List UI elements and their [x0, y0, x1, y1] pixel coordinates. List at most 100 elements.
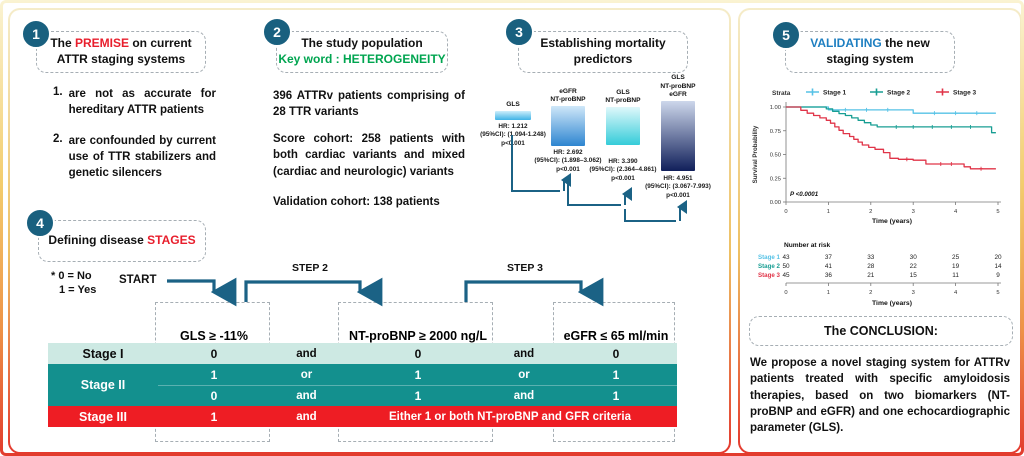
risk-value: 25 [952, 254, 960, 261]
risk-value: 30 [910, 254, 918, 261]
premise-item-1: 1. are not as accurate for hereditary AT… [53, 86, 216, 117]
y-tick-label: 1.00 [770, 105, 781, 111]
hr-value-label: HR: 4.951 (95%CI): (3.067-7.993) p<0.001 [645, 175, 711, 199]
hr-bar [661, 101, 695, 171]
p-value: P <0.0001 [790, 191, 819, 198]
step-4-number: 4 [36, 215, 44, 231]
legend-label: Stage 1 [823, 90, 847, 97]
hr-value-label: HR: 3.390 (95%CI): (2.364–4.861) p<0.001 [589, 158, 657, 182]
kaplan-meier-plot: Strata Stage 1 Stage 2 Stage 3 0.00 0.25 0.50 0… [752, 88, 1001, 225]
conjunction-cell: and [270, 406, 343, 427]
risk-x-tick-label: 3 [912, 290, 915, 296]
conjunction-cell: and [493, 343, 555, 364]
risk-value: 22 [910, 263, 918, 270]
flow-arrows [167, 277, 604, 307]
section-3-title-line1: Establishing mortality [540, 36, 666, 51]
hr-value-label: HR: 2.692 (95%CI): (1.898–3.062) p<0.001 [534, 149, 602, 173]
risk-value: 11 [952, 272, 959, 279]
x-tick-label: 5 [996, 209, 999, 215]
section-5-title-line2: staging system [826, 52, 914, 66]
km-curve-stage-2 [786, 106, 996, 134]
value-cell: 1 [158, 406, 270, 427]
risk-table-title: Number at risk [784, 242, 831, 249]
header-gls: GLS ≥ -11% [180, 329, 248, 343]
value-cell: 0 [343, 343, 493, 364]
start-label: START [119, 274, 157, 286]
value-cell: 1 [555, 385, 677, 406]
conjunction-cell: and [270, 385, 343, 406]
staging-table-area: * 0 = No 1 = Yes START STEP 2 STEP 3 [41, 261, 709, 453]
premise-accent: PREMISE [74, 36, 129, 51]
risk-value: 41 [825, 263, 833, 270]
risk-value: 20 [994, 254, 1002, 261]
value-cell: 1 [343, 385, 493, 406]
x-tick-label: 3 [912, 209, 915, 215]
legend-label: Stage 3 [953, 90, 977, 97]
section-4-title: Defining disease STAGES [48, 233, 196, 248]
stage-label: Stage III [48, 406, 158, 427]
bar-category-label: eGFR NT-proBNP [550, 87, 586, 103]
conjunction-cell: and [493, 385, 555, 406]
step-2-number: 2 [273, 24, 281, 40]
stage-label: Stage I [48, 343, 158, 364]
risk-value: 50 [782, 263, 790, 270]
risk-value: 14 [994, 263, 1002, 270]
risk-row-label: Stage 2 [758, 263, 781, 270]
hr-bar [495, 111, 531, 120]
risk-x-tick-label: 2 [869, 290, 872, 296]
x-tick-label: 2 [869, 209, 872, 215]
risk-value: 45 [782, 272, 790, 279]
section-2-title-box: The study population Key word : HETEROGE… [276, 31, 448, 73]
conclusion-title: The CONCLUSION: [824, 324, 938, 338]
y-tick-label: 0.75 [770, 129, 781, 135]
km-curve-stage-1 [786, 106, 996, 114]
step-5-badge: 5 [771, 20, 801, 50]
stages-accent: STAGES [147, 233, 196, 248]
hr-bar [606, 107, 640, 145]
section-1-title-line1: The PREMISE on current [50, 36, 192, 51]
step-3-badge: 3 [504, 17, 534, 47]
risk-row-label: Stage 3 [758, 272, 781, 279]
x-tick-label: 4 [954, 209, 958, 215]
right-panel: 5 VALIDATING the new staging system Stra… [738, 8, 1021, 453]
value-cell: 0 [555, 343, 677, 364]
bar-category-label: GLS [506, 100, 520, 108]
value-cell: 0 [158, 385, 270, 406]
staging-table: Stage I 0 and 0 and 0 Stage II 1 or 1 or 1 0 and 1 and 1… [48, 343, 677, 427]
risk-value: 9 [996, 272, 1000, 279]
value-cell: 1 [343, 364, 493, 385]
y-tick-label: 0.25 [770, 176, 781, 182]
hr-bar [551, 106, 585, 146]
section-5-title-box: VALIDATING the new staging system [785, 31, 955, 73]
conclusion-title-box: The CONCLUSION: [749, 316, 1013, 346]
conjunction-cell: or [493, 364, 555, 385]
left-panel: 1 The PREMISE on current ATTR staging sy… [8, 8, 731, 453]
risk-x-axis-title: Time (years) [872, 300, 912, 307]
conclusion-body: We propose a novel staging system for AT… [750, 357, 1010, 435]
risk-value: 15 [910, 272, 918, 279]
risk-x-tick-label: 5 [996, 290, 999, 296]
section-4-title-box: Defining disease STAGES [38, 220, 206, 262]
bar-connector-arrows [511, 135, 687, 222]
legend-label: Stage 2 [887, 90, 911, 97]
premise-item-2: 2. are confounded by current use of TTR … [53, 133, 216, 180]
header-egfr: eGFR ≤ 65 ml/min [563, 329, 669, 343]
risk-x-tick-label: 0 [784, 290, 787, 296]
validation-cohort-text: Validation cohort: 138 patients [273, 196, 440, 208]
risk-x-tick-label: 1 [827, 290, 830, 296]
section-3-title-box: Establishing mortality predictors [518, 31, 688, 73]
section-1-title-line2: ATTR staging systems [56, 52, 186, 66]
risk-value: 43 [782, 254, 790, 261]
hazard-ratio-bar-chart: GLS HR: 1.212 (95%CI): (1.094-1.248) p<0.00… [480, 74, 718, 248]
risk-value: 37 [825, 254, 833, 261]
conjunction-cell: or [270, 364, 343, 385]
risk-x-tick-label: 4 [954, 290, 958, 296]
stage3-criteria-cell: Either 1 or both NT-proBNP and GFR crite… [343, 406, 677, 427]
value-cell: 0 [158, 343, 270, 364]
conjunction-cell: and [270, 343, 343, 364]
y-axis-title: Survival Probability [752, 125, 759, 183]
stage-label: Stage II [48, 364, 158, 406]
value-cell: 1 [158, 364, 270, 385]
